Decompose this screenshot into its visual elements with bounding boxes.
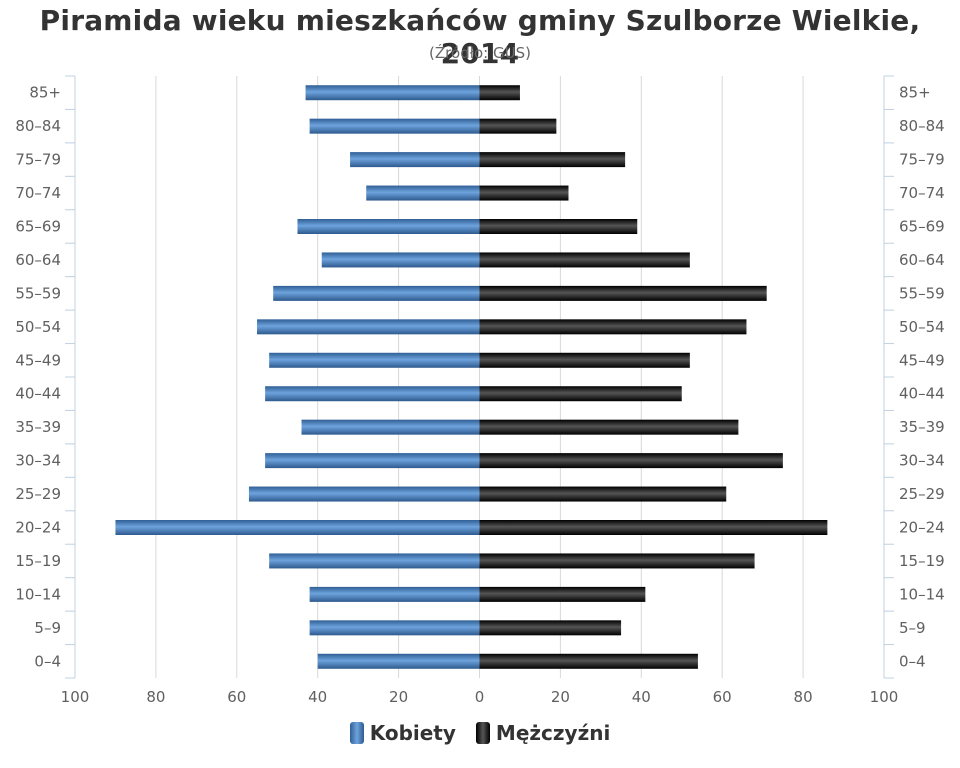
bar-kobiety[interactable] xyxy=(309,118,480,134)
bar-kobiety[interactable] xyxy=(350,152,480,168)
bar-mezczyzni[interactable] xyxy=(479,520,828,535)
category-label-right: 10–14 xyxy=(899,585,945,603)
x-tick-label: 0 xyxy=(475,688,485,706)
bar-kobiety[interactable] xyxy=(309,620,480,636)
bar-kobiety[interactable] xyxy=(269,553,480,569)
bar-mezczyzni[interactable] xyxy=(479,486,727,502)
bar-mezczyzni[interactable] xyxy=(479,653,698,669)
bar-kobiety[interactable] xyxy=(269,352,480,368)
category-label-left: 30–34 xyxy=(15,452,61,470)
bar-kobiety[interactable] xyxy=(115,520,480,535)
bar-mezczyzni[interactable] xyxy=(479,152,626,168)
category-label-right: 0–4 xyxy=(899,652,926,670)
bar-mezczyzni[interactable] xyxy=(479,453,783,469)
bar-kobiety[interactable] xyxy=(297,219,480,234)
category-label-right: 80–84 xyxy=(899,117,945,135)
bar-mezczyzni[interactable] xyxy=(479,352,690,368)
category-label-left: 40–44 xyxy=(15,385,61,403)
legend-label-mezczyzni: Mężczyźni xyxy=(495,721,611,745)
category-label-left: 60–64 xyxy=(15,251,61,269)
category-label-right: 35–39 xyxy=(899,418,945,436)
category-label-left: 70–74 xyxy=(15,184,61,202)
bar-mezczyzni[interactable] xyxy=(479,319,747,335)
category-label-left: 10–14 xyxy=(15,585,61,603)
bar-mezczyzni[interactable] xyxy=(479,586,646,602)
category-label-right: 30–34 xyxy=(899,452,945,470)
category-label-left: 0–4 xyxy=(34,652,61,670)
bar-mezczyzni[interactable] xyxy=(479,219,638,234)
category-label-left: 85+ xyxy=(29,84,61,102)
x-tick-label: 40 xyxy=(632,688,651,706)
bar-mezczyzni[interactable] xyxy=(479,85,520,101)
legend-swatch-mezczyzni xyxy=(475,722,490,744)
category-label-right: 85+ xyxy=(899,84,931,102)
category-label-left: 55–59 xyxy=(15,284,61,302)
bar-mezczyzni[interactable] xyxy=(479,620,622,636)
x-tick-label: 100 xyxy=(61,688,90,706)
legend: Kobiety Mężczyźni xyxy=(0,721,960,745)
category-label-right: 15–19 xyxy=(899,552,945,570)
category-label-left: 45–49 xyxy=(15,351,61,369)
category-label-left: 25–29 xyxy=(15,485,61,503)
bar-kobiety[interactable] xyxy=(305,85,480,101)
bar-kobiety[interactable] xyxy=(366,185,480,201)
category-label-right: 75–79 xyxy=(899,151,945,169)
category-label-left: 75–79 xyxy=(15,151,61,169)
bar-kobiety[interactable] xyxy=(321,252,480,268)
bar-mezczyzni[interactable] xyxy=(479,252,690,268)
x-tick-label: 100 xyxy=(870,688,899,706)
legend-item-mezczyzni[interactable]: Mężczyźni xyxy=(475,721,611,745)
category-label-right: 40–44 xyxy=(899,385,945,403)
bar-kobiety[interactable] xyxy=(301,419,480,435)
category-label-left: 65–69 xyxy=(15,218,61,236)
category-label-right: 45–49 xyxy=(899,351,945,369)
x-tick-label: 60 xyxy=(227,688,246,706)
legend-item-kobiety[interactable]: Kobiety xyxy=(349,721,456,745)
bar-kobiety[interactable] xyxy=(265,453,480,469)
category-label-left: 35–39 xyxy=(15,418,61,436)
bar-mezczyzni[interactable] xyxy=(479,386,682,402)
category-label-left: 15–19 xyxy=(15,552,61,570)
bar-kobiety[interactable] xyxy=(273,285,480,301)
category-label-right: 70–74 xyxy=(899,184,945,202)
bar-kobiety[interactable] xyxy=(257,319,480,335)
bar-kobiety[interactable] xyxy=(248,486,480,502)
bar-kobiety[interactable] xyxy=(309,586,480,602)
category-label-left: 50–54 xyxy=(15,318,61,336)
x-tick-label: 60 xyxy=(713,688,732,706)
legend-label-kobiety: Kobiety xyxy=(369,721,456,745)
chart-subtitle: (Źródło: GUS) xyxy=(429,44,531,62)
category-label-right: 50–54 xyxy=(899,318,945,336)
legend-swatch-kobiety xyxy=(349,722,364,744)
x-tick-label: 80 xyxy=(794,688,813,706)
x-tick-label: 80 xyxy=(146,688,165,706)
bar-mezczyzni[interactable] xyxy=(479,185,569,201)
category-label-right: 20–24 xyxy=(899,519,945,537)
x-tick-label: 20 xyxy=(389,688,408,706)
bar-mezczyzni[interactable] xyxy=(479,285,767,301)
bar-kobiety[interactable] xyxy=(317,653,480,669)
category-label-left: 5–9 xyxy=(34,619,61,637)
category-label-right: 65–69 xyxy=(899,218,945,236)
bar-kobiety[interactable] xyxy=(265,386,480,402)
category-label-right: 5–9 xyxy=(899,619,926,637)
category-label-left: 20–24 xyxy=(15,519,61,537)
category-label-right: 60–64 xyxy=(899,251,945,269)
category-label-left: 80–84 xyxy=(15,117,61,135)
chart-title: Piramida wieku mieszkańców gminy Szulbor… xyxy=(39,4,921,70)
x-tick-label: 40 xyxy=(308,688,327,706)
x-tick-label: 20 xyxy=(551,688,570,706)
bar-mezczyzni[interactable] xyxy=(479,118,557,134)
category-label-right: 55–59 xyxy=(899,284,945,302)
category-label-right: 25–29 xyxy=(899,485,945,503)
bar-mezczyzni[interactable] xyxy=(479,419,739,435)
bar-mezczyzni[interactable] xyxy=(479,553,755,569)
